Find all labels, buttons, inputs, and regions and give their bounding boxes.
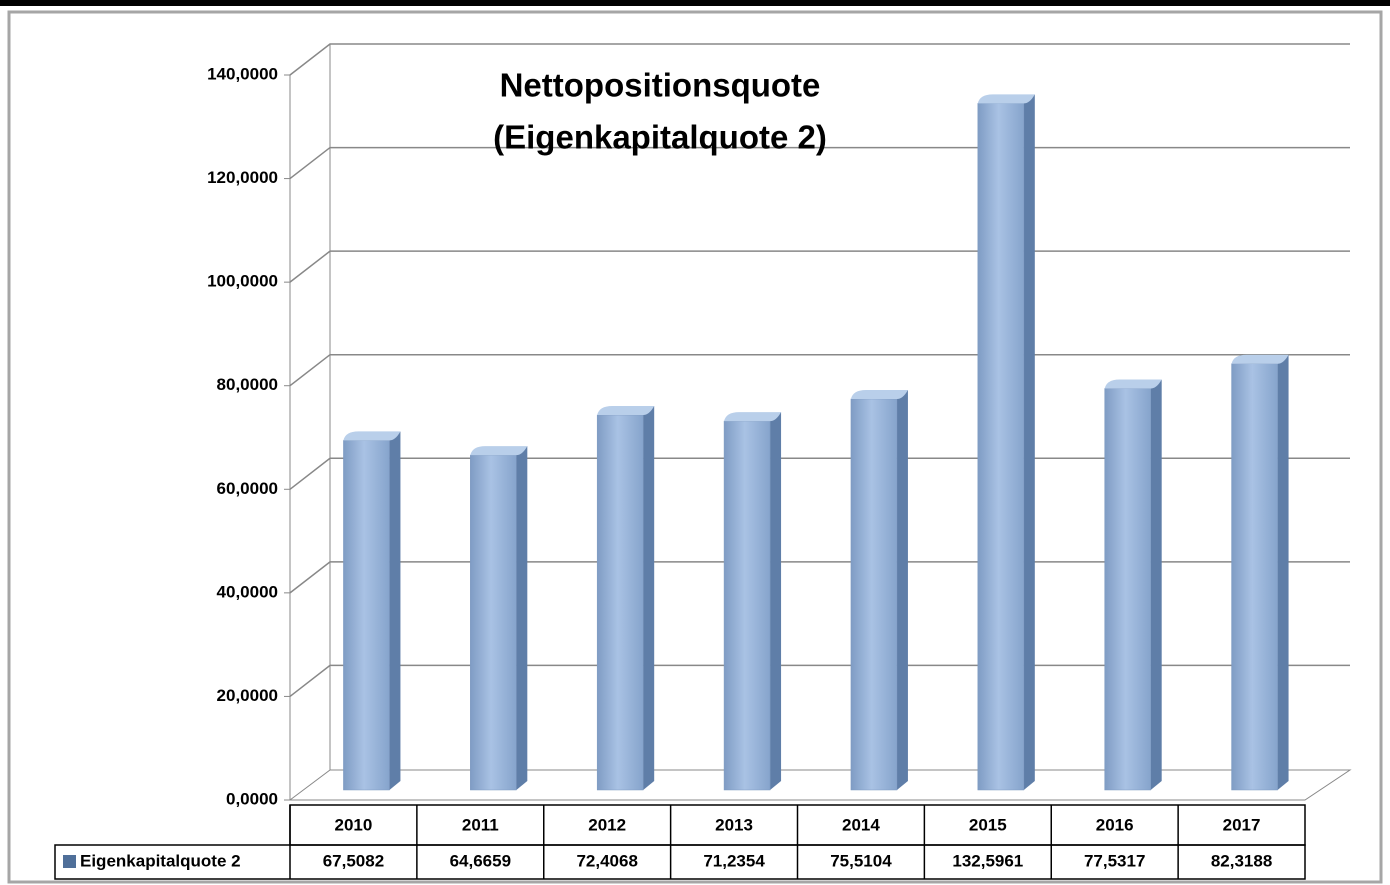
- bar-top: [597, 406, 655, 416]
- y-tick-label: 120,0000: [207, 168, 278, 187]
- table-value: 67,5082: [323, 851, 384, 870]
- bar-side: [389, 431, 401, 790]
- table-value: 64,6659: [450, 851, 511, 870]
- bar-side: [1277, 354, 1289, 790]
- legend-label: Eigenkapitalquote 2: [80, 851, 241, 870]
- y-tick-label: 0,0000: [226, 789, 278, 808]
- bar-front: [343, 440, 390, 791]
- y-tick-label: 80,0000: [217, 375, 278, 394]
- bar-front: [850, 398, 898, 791]
- top-bar: [0, 0, 1390, 6]
- grid-line: [289, 43, 1350, 76]
- y-tick-label: 140,0000: [207, 64, 278, 83]
- x-tick-label: 2013: [715, 815, 753, 834]
- legend-key: [63, 855, 76, 868]
- bar-front: [470, 454, 517, 791]
- chart-title: Nettopositionsquote: [500, 67, 821, 104]
- bar: [723, 412, 782, 791]
- y-tick-label: 40,0000: [217, 582, 278, 601]
- bar: [596, 406, 655, 791]
- x-tick-label: 2011: [462, 815, 499, 834]
- bar-side: [1023, 94, 1035, 791]
- bar-front: [977, 103, 1025, 791]
- bar-top: [470, 446, 528, 456]
- floor: [289, 769, 1352, 801]
- bar-side: [896, 389, 908, 790]
- bar-front: [723, 420, 771, 791]
- bar-top: [1231, 354, 1289, 364]
- y-tick-label: 20,0000: [217, 686, 278, 705]
- bar-side: [770, 412, 782, 790]
- table-value: 72,4068: [576, 851, 637, 870]
- bar: [850, 389, 908, 791]
- x-tick-label: 2010: [335, 815, 373, 834]
- bar-top: [724, 412, 782, 422]
- x-tick-label: 2016: [1096, 815, 1134, 834]
- bar-top: [977, 94, 1035, 104]
- bar: [977, 94, 1035, 791]
- table-value: 132,5961: [952, 851, 1023, 870]
- data-table: Eigenkapitalquote 2 2010 67,5082 2011 64,66…: [54, 804, 1306, 880]
- bar-side: [643, 406, 655, 790]
- bar: [1231, 354, 1289, 791]
- table-value: 77,5317: [1084, 851, 1145, 870]
- bar-front: [1104, 388, 1151, 791]
- bar-side: [1150, 379, 1162, 790]
- x-tick-label: 2015: [969, 815, 1007, 834]
- y-tick-label: 100,0000: [207, 272, 278, 291]
- bar: [1104, 379, 1162, 791]
- bar: [343, 431, 401, 791]
- chart-title: (Eigenkapitalquote 2): [493, 119, 827, 156]
- bar: [470, 446, 528, 791]
- table-value: 82,3188: [1211, 851, 1272, 870]
- bar-top: [343, 431, 401, 441]
- x-tick-label: 2017: [1223, 815, 1261, 834]
- bar-side: [516, 446, 528, 790]
- bar-front: [596, 414, 644, 791]
- y-tick-label: 60,0000: [217, 479, 278, 498]
- bar-front: [1231, 363, 1278, 791]
- bar-top: [1104, 379, 1162, 389]
- x-tick-label: 2012: [588, 815, 626, 834]
- x-tick-label: 2014: [842, 815, 880, 834]
- table-value: 75,5104: [830, 851, 892, 870]
- bar-top: [850, 389, 908, 399]
- table-value: 71,2354: [703, 851, 765, 870]
